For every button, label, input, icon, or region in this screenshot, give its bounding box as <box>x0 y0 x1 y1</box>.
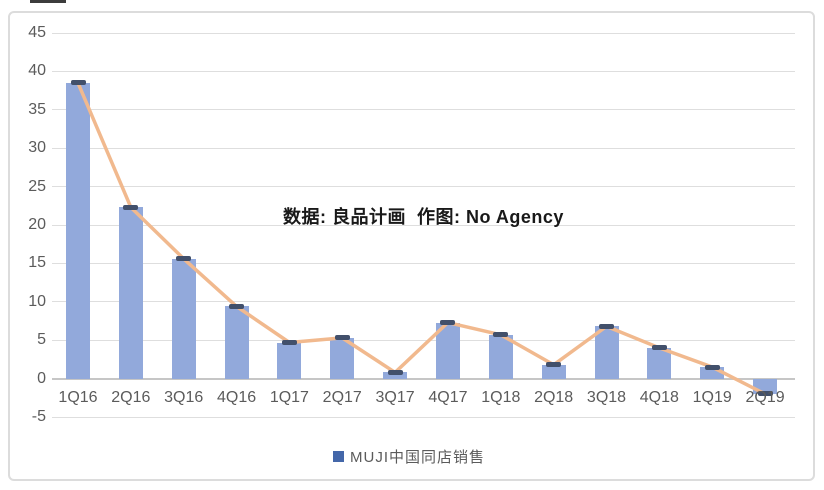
y-axis-tick-label: 40 <box>28 62 46 80</box>
line-marker-3q16 <box>176 256 192 262</box>
line-marker-4q17 <box>440 320 456 326</box>
gridline <box>52 109 795 111</box>
line-marker-4q18 <box>651 345 667 351</box>
x-axis-category-label: 2Q16 <box>111 389 151 406</box>
bar-1q17 <box>277 342 302 379</box>
gridline <box>52 301 795 303</box>
bar-3q17 <box>383 372 408 379</box>
y-axis-tick-label: -5 <box>31 408 46 425</box>
line-marker-3q17 <box>387 369 403 375</box>
y-axis-tick-label: 5 <box>37 331 46 349</box>
x-axis-category-label: 2Q19 <box>745 389 785 406</box>
x-axis-category-label: 2Q17 <box>322 389 362 406</box>
gridline <box>52 339 795 341</box>
line-marker-2q18 <box>546 362 562 368</box>
line-marker-2q19 <box>757 391 773 397</box>
y-axis-tick-label: 35 <box>28 100 46 118</box>
gridline <box>52 186 795 188</box>
line-marker-1q17 <box>281 340 297 345</box>
bar-2q16 <box>118 207 143 379</box>
gridline <box>52 70 795 72</box>
x-axis-category-label: 1Q17 <box>269 389 309 406</box>
bar-3q16 <box>171 258 196 379</box>
x-axis-category-label: 4Q18 <box>639 389 679 406</box>
gridline <box>52 32 795 34</box>
gridline <box>52 147 795 149</box>
line-marker-2q17 <box>334 335 350 341</box>
gridline <box>52 416 795 418</box>
x-axis-category-label: 2Q18 <box>534 389 574 406</box>
x-axis-category-label: 1Q16 <box>58 389 98 406</box>
legend: MUJI中国同店销售 <box>333 446 485 467</box>
x-axis-category-label: 1Q19 <box>692 389 732 406</box>
bar-1q18 <box>488 334 513 379</box>
x-axis-category-label: 3Q18 <box>586 389 627 406</box>
line-marker-2q16 <box>123 204 139 210</box>
gridline <box>52 224 795 226</box>
source-annotation: 数据: 良品计画 作图: No Agency <box>283 207 564 227</box>
line-marker-3q18 <box>599 323 614 329</box>
y-axis-tick-label: 45 <box>28 24 46 41</box>
line-marker-1q16 <box>70 80 86 86</box>
bar-2q18 <box>541 364 566 379</box>
y-axis-tick-label: 30 <box>28 139 46 157</box>
x-axis-category-label: 4Q16 <box>216 389 257 406</box>
x-axis-category-label: 3Q17 <box>375 389 415 406</box>
line-marker-1q19 <box>704 364 720 370</box>
bar-4q18 <box>647 347 672 379</box>
x-axis-line <box>52 378 795 380</box>
bar-3q18 <box>594 326 619 379</box>
y-axis-tick-label: 25 <box>28 177 46 195</box>
x-axis-category-label: 1Q18 <box>481 389 521 406</box>
legend-square-icon <box>333 451 344 462</box>
y-axis-tick-label: 0 <box>37 369 46 387</box>
line-marker-1q18 <box>493 332 509 338</box>
crop-artifact <box>30 0 66 3</box>
x-axis-category-label: 3Q16 <box>164 389 204 406</box>
bar-1q16 <box>66 82 90 379</box>
x-axis-category-label: 4Q17 <box>428 389 468 406</box>
gridline <box>52 262 795 264</box>
line-marker-4q16 <box>229 303 245 309</box>
legend-label: MUJI中国同店销售 <box>350 449 485 466</box>
bar-1q19 <box>700 367 725 379</box>
y-axis-tick-label: 10 <box>28 292 46 310</box>
y-axis-tick-label: 20 <box>28 216 46 233</box>
y-axis-tick-label: 15 <box>28 254 46 272</box>
bar-4q16 <box>224 306 249 379</box>
